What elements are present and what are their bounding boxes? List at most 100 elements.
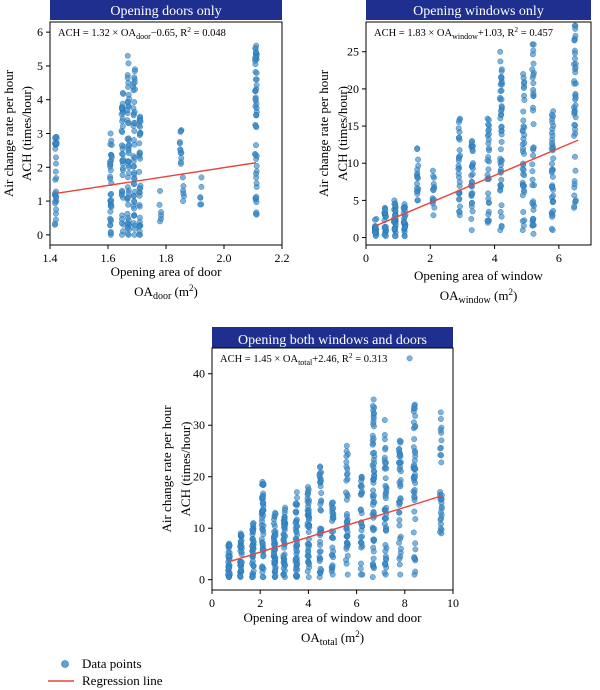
data-point — [530, 80, 537, 87]
y-tick-label: 6 — [37, 25, 43, 39]
data-point — [485, 166, 492, 173]
data-point — [136, 169, 143, 175]
data-point — [370, 508, 377, 515]
data-point — [280, 572, 287, 578]
data-point — [197, 194, 204, 201]
data-point — [259, 493, 266, 500]
data-point — [430, 173, 437, 179]
chart-title-bar — [50, 0, 282, 20]
data-point — [438, 437, 445, 444]
data-point — [108, 190, 115, 197]
data-point — [259, 540, 266, 546]
data-point — [529, 222, 536, 229]
data-point — [119, 151, 126, 158]
data-point — [124, 107, 131, 114]
data-point — [468, 216, 475, 222]
data-point — [396, 453, 403, 460]
data-point — [370, 410, 377, 416]
data-point — [252, 54, 259, 61]
data-point — [498, 158, 505, 164]
data-point — [344, 552, 351, 559]
data-point — [124, 75, 131, 81]
data-point — [53, 193, 60, 200]
data-point — [330, 535, 336, 542]
data-point — [130, 120, 137, 127]
data-point — [382, 475, 389, 482]
x-axis-label: Opening area of door — [111, 264, 222, 279]
data-point — [382, 207, 389, 214]
data-point — [252, 76, 259, 83]
data-point — [329, 562, 336, 569]
x-tick-label: 4 — [492, 251, 498, 265]
x-label-close: ) — [193, 284, 197, 299]
data-point — [157, 188, 163, 194]
data-point — [370, 403, 376, 409]
data-point — [521, 97, 528, 103]
data-point — [124, 135, 131, 142]
equation-superscript: 2 — [187, 25, 191, 34]
data-point — [455, 125, 462, 132]
data-point — [343, 453, 350, 460]
data-point — [120, 165, 126, 172]
data-point — [520, 85, 527, 91]
data-point — [370, 527, 377, 534]
data-point — [498, 213, 505, 220]
data-point — [572, 69, 579, 76]
data-point — [107, 222, 114, 229]
data-point — [572, 50, 578, 57]
data-point — [136, 192, 143, 199]
data-point — [572, 25, 579, 32]
data-point — [530, 104, 536, 111]
data-point — [411, 405, 418, 412]
data-point — [411, 457, 418, 464]
data-point — [260, 531, 267, 538]
data-point — [550, 122, 557, 129]
data-point — [271, 538, 278, 545]
y-tick-label: 1 — [37, 194, 43, 208]
data-point — [370, 555, 377, 562]
data-point — [519, 141, 526, 148]
data-point — [437, 427, 444, 433]
data-point — [370, 487, 376, 494]
data-point — [130, 112, 137, 119]
data-point — [549, 132, 556, 139]
data-point — [52, 200, 59, 207]
data-point — [529, 168, 536, 175]
regression-line — [375, 139, 579, 227]
data-point — [396, 517, 403, 523]
data-point — [406, 355, 413, 362]
data-point — [412, 449, 418, 456]
data-point — [344, 529, 351, 535]
data-point — [177, 146, 184, 153]
data-point — [549, 139, 556, 146]
data-point — [282, 533, 289, 540]
data-point — [281, 524, 288, 531]
data-point — [53, 154, 59, 161]
data-point — [398, 545, 404, 552]
data-point — [530, 72, 537, 78]
data-point — [397, 571, 404, 578]
data-point — [137, 185, 144, 192]
data-point — [130, 193, 137, 199]
data-point — [415, 162, 422, 169]
data-point — [124, 224, 131, 231]
data-point — [411, 493, 418, 500]
data-point — [305, 574, 312, 581]
data-point — [370, 501, 376, 508]
data-point — [498, 66, 505, 73]
data-point — [550, 199, 556, 206]
data-point — [253, 163, 260, 169]
data-point — [305, 552, 312, 559]
equation-lhs: ACH = 1.32 × OA — [58, 28, 136, 39]
data-point — [280, 552, 287, 559]
data-point — [498, 96, 505, 103]
data-point — [455, 157, 462, 164]
data-point — [125, 150, 132, 157]
data-point — [530, 145, 536, 152]
equation-subscript: door — [136, 32, 151, 41]
regression-equation: ACH = 1.83 × OAwindow+1.03, R2 = 0.457 — [374, 25, 553, 41]
data-point — [572, 126, 578, 133]
data-point — [372, 229, 379, 236]
data-point — [343, 543, 350, 550]
